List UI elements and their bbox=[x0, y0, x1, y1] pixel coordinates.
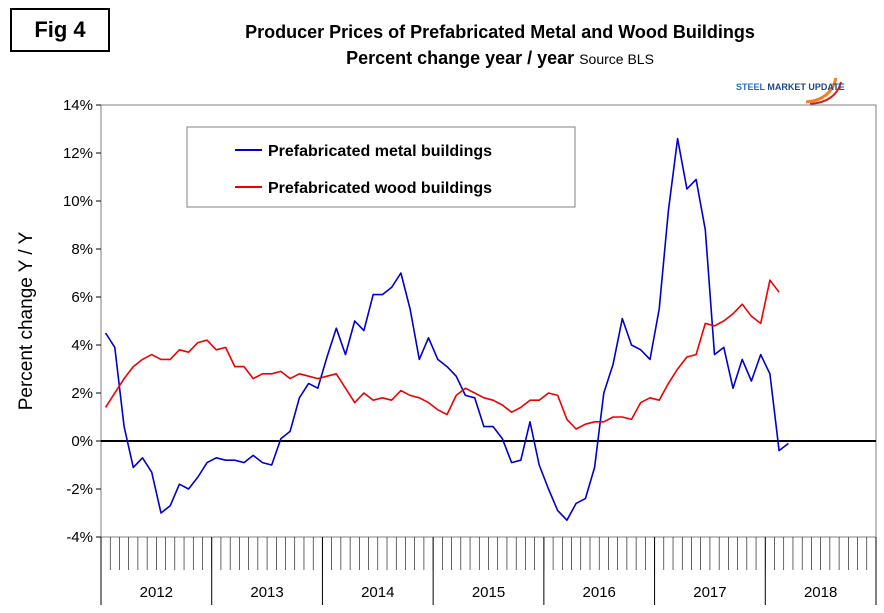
year-label: 2017 bbox=[693, 584, 726, 601]
source-text: Source BLS bbox=[579, 51, 654, 67]
series-line-wood bbox=[104, 279, 780, 430]
y-tick-label: 10% bbox=[63, 193, 93, 210]
y-tick-label: 8% bbox=[71, 241, 93, 258]
logo-text: STEEL MARKET UPDATE bbox=[736, 82, 845, 92]
figure-label: Fig 4 bbox=[10, 8, 110, 52]
logo-rest: MARKET UPDATE bbox=[767, 82, 845, 92]
y-tick-label: 0% bbox=[71, 433, 93, 450]
y-tick-label: -2% bbox=[66, 481, 93, 498]
y-tick-label: 14% bbox=[63, 97, 93, 114]
legend-label: Prefabricated metal buildings bbox=[268, 143, 492, 160]
y-tick-label: 6% bbox=[71, 289, 93, 306]
steel-market-update-logo: STEEL MARKET UPDATE bbox=[736, 72, 846, 106]
series-line-metal bbox=[104, 137, 789, 522]
y-axis-label: Percent change Y / Y bbox=[16, 231, 37, 410]
legend bbox=[186, 126, 576, 208]
chart-title: Producer Prices of Prefabricated Metal a… bbox=[245, 22, 755, 42]
y-tick-label: 2% bbox=[71, 385, 93, 402]
year-label: 2016 bbox=[583, 584, 616, 601]
year-label: 2018 bbox=[804, 584, 837, 601]
year-label: 2014 bbox=[361, 584, 394, 601]
y-tick-label: 4% bbox=[71, 337, 93, 354]
logo-swoosh-icon bbox=[805, 77, 842, 105]
year-label: 2012 bbox=[140, 584, 173, 601]
subtitle-text: Percent change year / year bbox=[346, 48, 575, 68]
chart-subtitle: Percent change year / year Source BLS bbox=[150, 48, 850, 69]
year-label: 2013 bbox=[250, 584, 283, 601]
legend-label: Prefabricated wood buildings bbox=[268, 180, 492, 197]
y-tick-label: -4% bbox=[66, 529, 93, 546]
logo-brand: STEEL bbox=[736, 82, 765, 92]
year-label: 2015 bbox=[472, 584, 505, 601]
y-tick-label: 12% bbox=[63, 145, 93, 162]
